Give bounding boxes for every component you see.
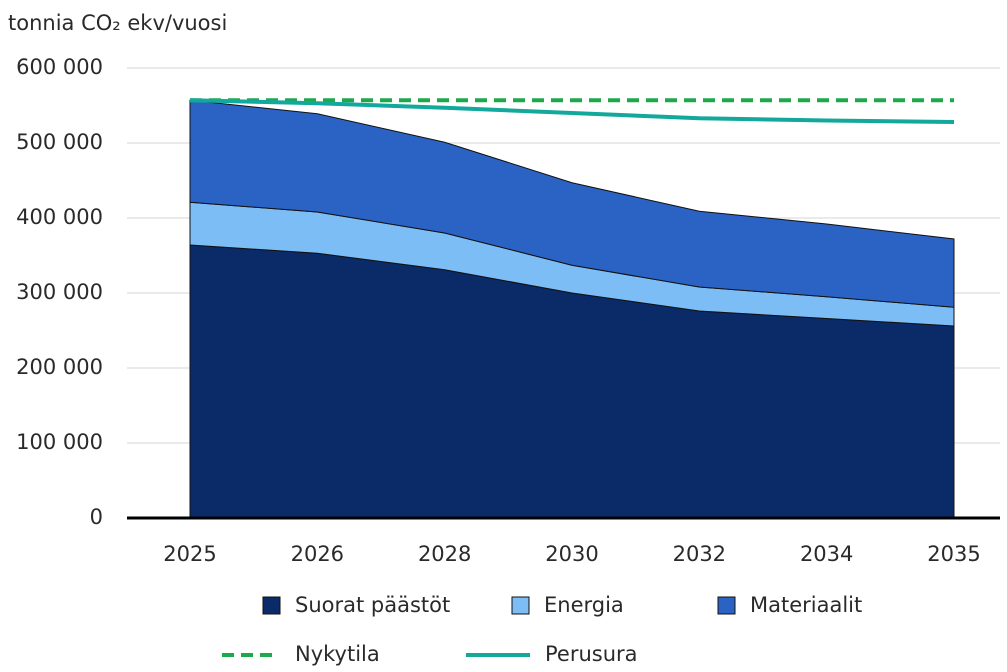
y-tick-label: 300 000: [16, 280, 103, 304]
x-tick-label: 2034: [800, 542, 853, 566]
y-axis-title: tonnia CO₂ ekv/vuosi: [8, 11, 227, 35]
x-tick-label: 2026: [291, 542, 344, 566]
x-tick-label: 2035: [927, 542, 980, 566]
legend-label: Nykytila: [295, 642, 380, 666]
legend-label: Perusura: [545, 642, 638, 666]
legend-swatch: [717, 596, 736, 615]
y-tick-label: 400 000: [16, 205, 103, 229]
y-tick-label: 500 000: [16, 130, 103, 154]
legend-label: Suorat päästöt: [295, 593, 450, 617]
y-tick-label: 100 000: [16, 430, 103, 454]
y-tick-label: 0: [90, 505, 103, 529]
area: [189, 99, 955, 308]
legend-swatch: [511, 596, 530, 615]
legend-label: Energia: [544, 593, 624, 617]
legend-swatch: [262, 596, 281, 615]
x-tick-label: 2032: [673, 542, 726, 566]
x-tick-label: 2030: [545, 542, 598, 566]
y-tick-label: 200 000: [16, 355, 103, 379]
x-tick-label: 2028: [418, 542, 471, 566]
y-tick-label: 600 000: [16, 55, 103, 79]
legend-label: Materiaalit: [750, 593, 862, 617]
line: [189, 98, 955, 124]
x-tick-label: 2025: [163, 542, 216, 566]
